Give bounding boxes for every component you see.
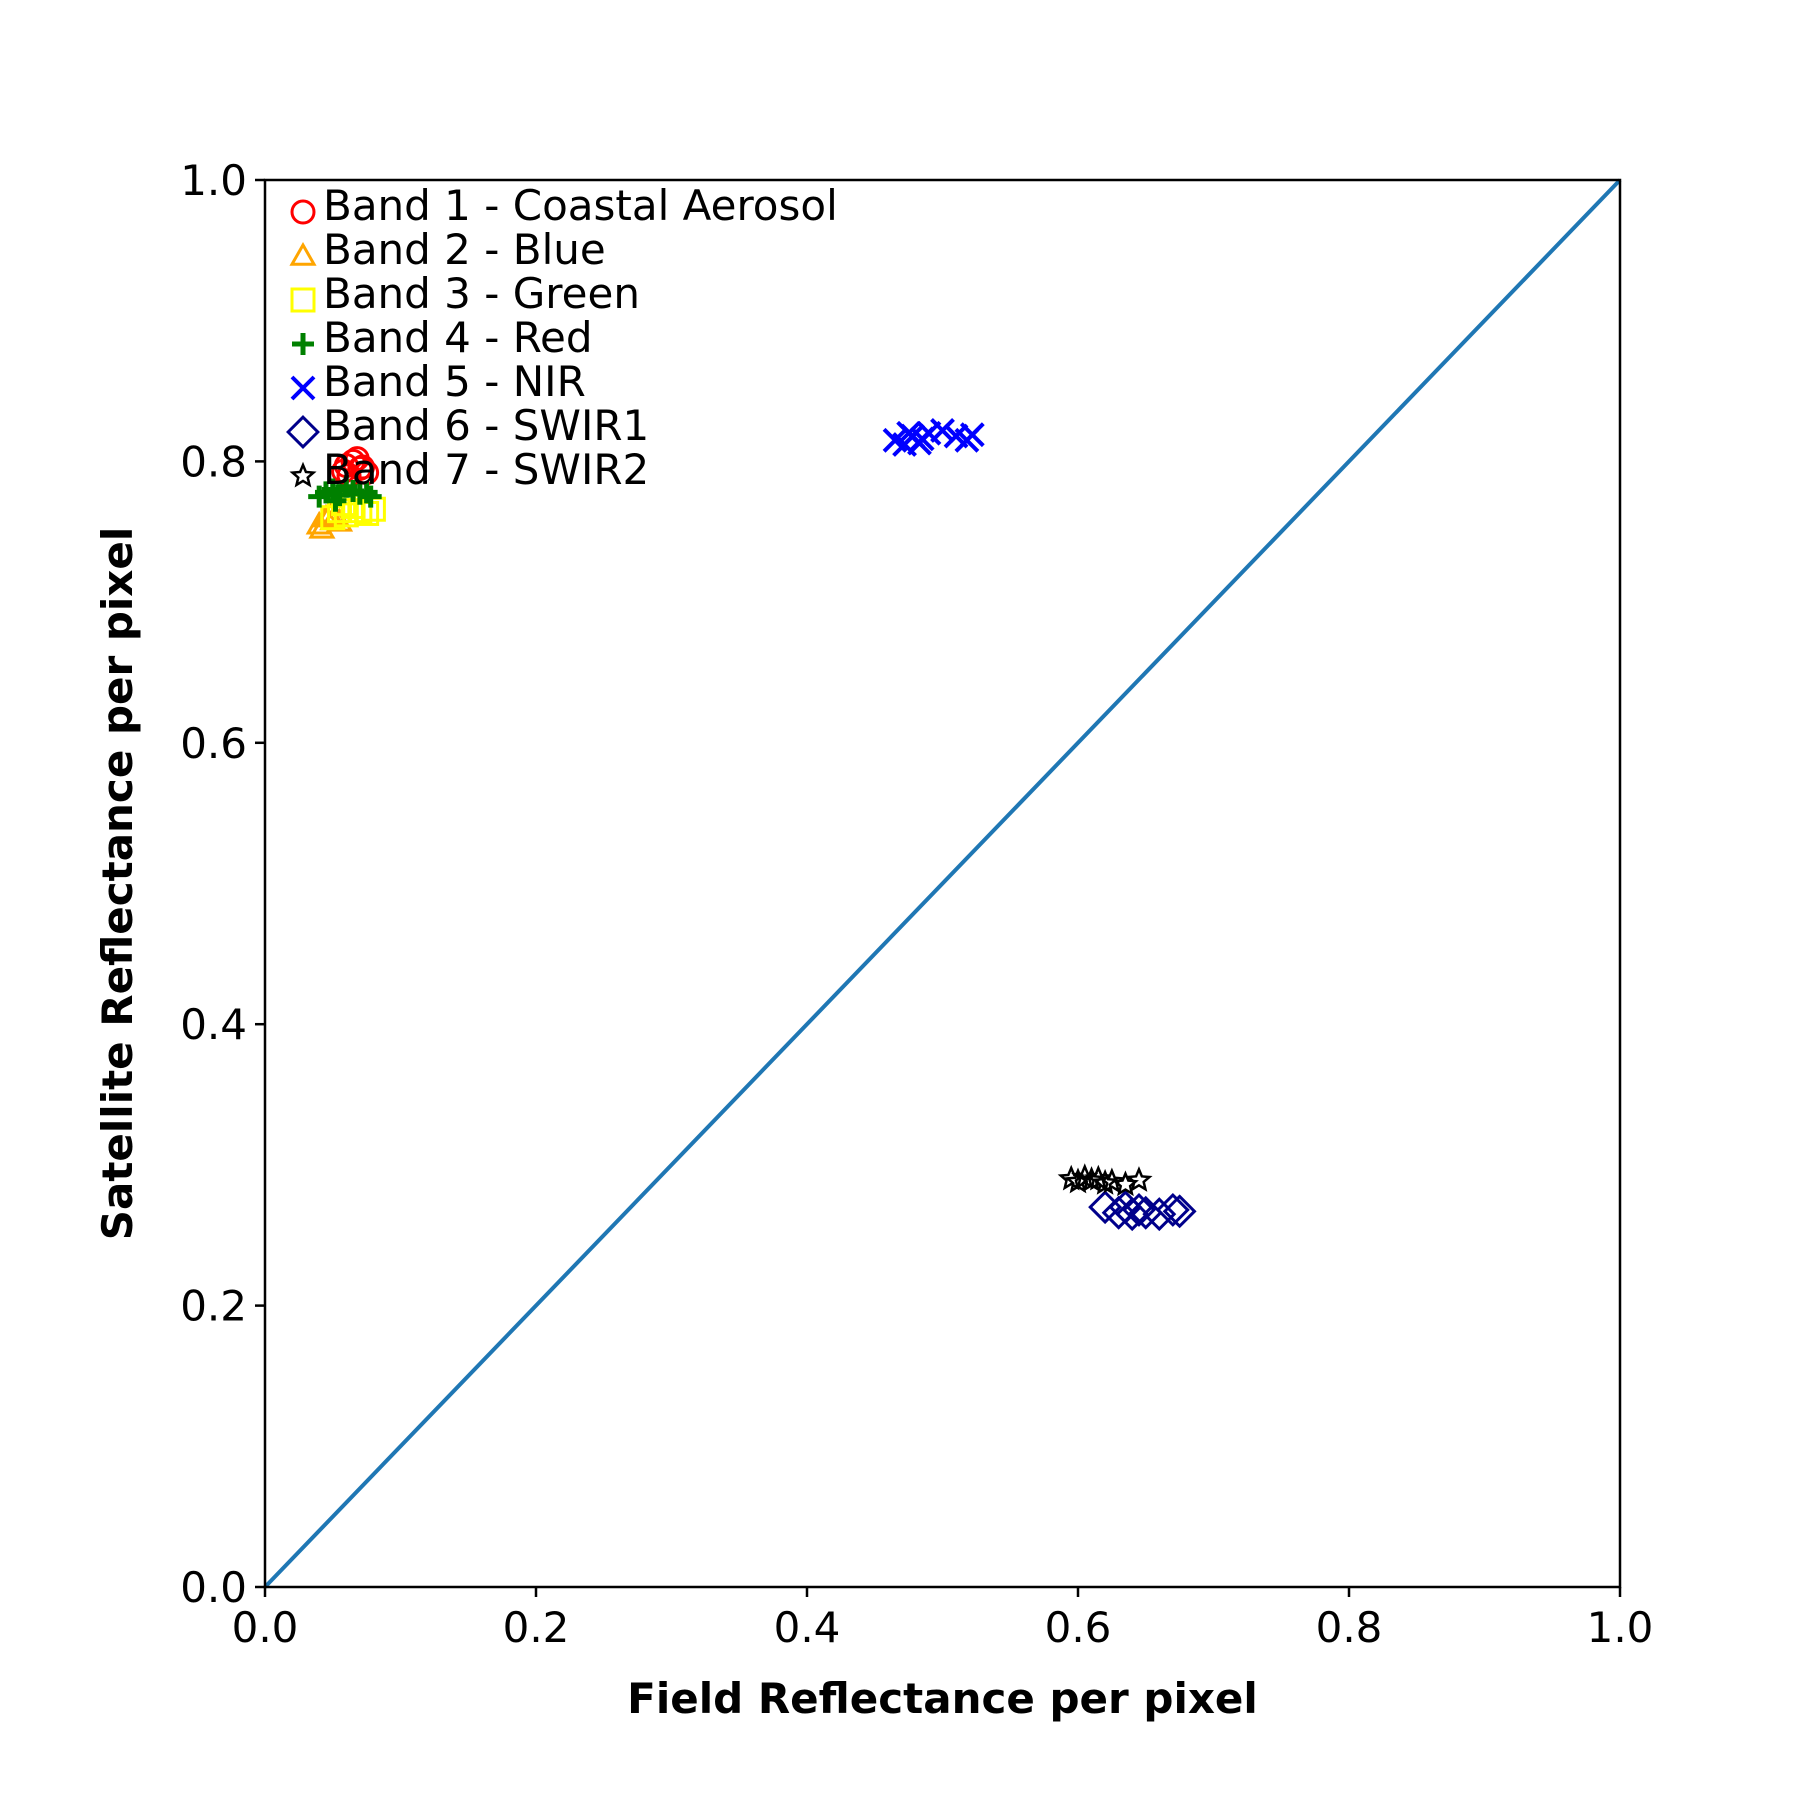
x-tick-label: 0.2 [503,1603,570,1652]
data-point [350,454,376,480]
data-point [959,422,985,448]
series-7 [1057,1163,1153,1197]
series-4 [308,475,382,512]
data-point [1088,1190,1123,1225]
legend-label: Band 7 - SWIR2 [323,445,649,494]
data-point [1101,1195,1136,1230]
legend-marker [289,461,317,488]
legend-marker [290,375,316,401]
y-tick-label: 0.0 [180,1563,247,1612]
x-tick-label: 0.4 [774,1603,841,1652]
data-point [1122,1192,1156,1227]
x-tick-label: 1.0 [1587,1603,1654,1652]
data-point [896,420,922,446]
y-axis-label: Satellite Reflectance per pixel [93,527,142,1241]
plot-frame [263,178,1622,1589]
x-tick-label: 0.8 [1316,1603,1383,1652]
data-point [930,418,955,443]
data-point [1125,1166,1153,1192]
data-point [1142,1197,1177,1232]
data-point [1098,1167,1126,1194]
legend-marker [286,415,320,449]
x-tick-label: 0.6 [1045,1603,1112,1652]
y-tick-label: 1.0 [180,156,247,205]
data-point [1162,1194,1197,1229]
data-point [359,485,382,508]
legend-label: Band 5 - NIR [323,357,586,406]
data-point [1128,1195,1163,1230]
legend-label: Band 1 - Coastal Aerosol [323,181,838,230]
data-point [324,489,347,512]
legend-label: Band 4 - Red [323,313,593,362]
series-5 [882,418,985,457]
series-6 [1088,1190,1197,1232]
reference-line [263,178,1622,1589]
data-point [355,481,378,504]
x-axis-label: Field Reflectance per pixel [627,1674,1258,1723]
legend-marker [292,333,314,355]
y-tick-label: 0.4 [180,1000,247,1049]
y-tick-label: 0.6 [180,719,247,768]
y-tick-label: 0.2 [180,1282,247,1331]
legend-marker [290,287,316,313]
data-point [1155,1192,1190,1227]
data-point [909,426,935,452]
legend-marker [289,241,317,266]
legend-label: Band 2 - Blue [323,225,606,274]
legend-marker [290,199,316,225]
y-tick-label: 0.8 [180,437,247,486]
legend-label: Band 3 - Green [323,269,640,318]
x-tick-label: 0.0 [232,1603,299,1652]
legend-label: Band 6 - SWIR1 [323,401,649,450]
data-point [1115,1197,1150,1232]
